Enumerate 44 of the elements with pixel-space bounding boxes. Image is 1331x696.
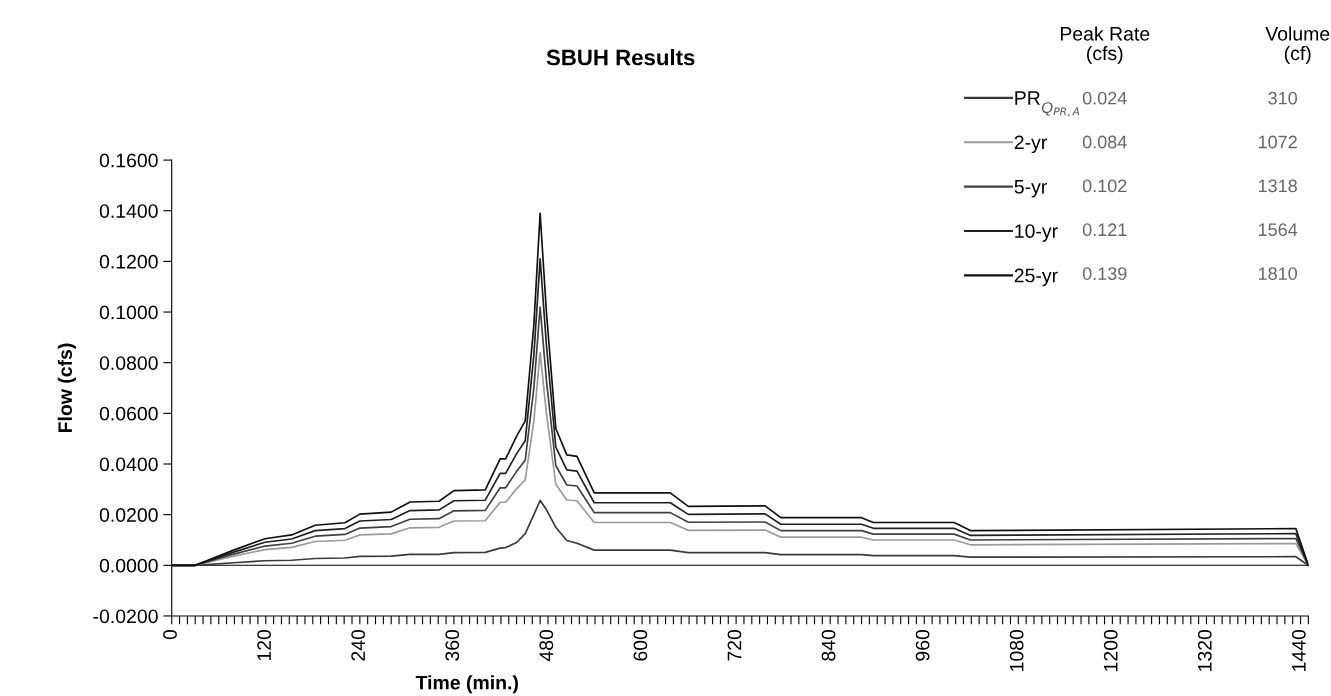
y-tick-label: 0.1200 bbox=[99, 254, 158, 269]
y-tick-label: -0.0200 bbox=[93, 609, 158, 624]
x-tick-label: 480 bbox=[539, 629, 554, 662]
text: Q$_{PR,A}$ bbox=[1041, 102, 1080, 117]
annotation: 0.121 bbox=[1082, 223, 1127, 237]
annotation: 0.102 bbox=[1082, 179, 1127, 193]
annotation: 1564 bbox=[1258, 223, 1298, 237]
x-tick-label: 960 bbox=[915, 629, 930, 661]
legend-label: PR bbox=[1015, 91, 1040, 105]
annotation: 0.139 bbox=[1082, 267, 1127, 280]
legend-label: 25-yr bbox=[1014, 268, 1058, 287]
text: 310 bbox=[1268, 91, 1298, 105]
y-tick-label: 0.1400 bbox=[99, 204, 158, 218]
legend-label: 10-yr bbox=[1015, 224, 1058, 242]
annotation: 1810 bbox=[1258, 267, 1298, 280]
text: Peak Rate (cfs) bbox=[1060, 26, 1150, 65]
x-axis-title: Time (min.) bbox=[415, 675, 518, 694]
x-tick-label: 240 bbox=[351, 629, 366, 661]
x-tick-label: 1200 bbox=[1103, 629, 1118, 671]
legend-label: 2-yr bbox=[1014, 135, 1047, 154]
text: Volume (cf) bbox=[1265, 26, 1330, 65]
text: 1072 bbox=[1258, 135, 1297, 149]
y-tick-label: 0.0600 bbox=[99, 406, 158, 421]
y-tick-label: 0.1600 bbox=[99, 153, 158, 168]
x-tick-label: 1320 bbox=[1197, 629, 1212, 671]
x-tick-label: 840 bbox=[821, 629, 836, 661]
x-tick-label: 1440 bbox=[1291, 629, 1306, 671]
x-tick-label: 0 bbox=[163, 629, 177, 640]
y-tick-label: 0.1000 bbox=[99, 305, 158, 320]
y-tick-label: 0.0200 bbox=[99, 508, 158, 522]
legend-label: 5-yr bbox=[1014, 180, 1047, 198]
x-tick-label: 360 bbox=[445, 629, 460, 661]
x-tick-label: 1080 bbox=[1009, 629, 1024, 671]
x-tick-label: 120 bbox=[257, 629, 271, 661]
text: 0.084 bbox=[1082, 135, 1127, 149]
x-tick-label: 720 bbox=[727, 629, 742, 661]
annotation: 1318 bbox=[1258, 179, 1297, 193]
y-tick-label: 0.0000 bbox=[99, 558, 158, 573]
chart-title: SBUH Results bbox=[546, 49, 695, 66]
text: 0.024 bbox=[1082, 91, 1127, 105]
x-tick-label: 600 bbox=[633, 629, 648, 661]
y-tick-label: 0.0800 bbox=[99, 356, 158, 370]
y-axis-title: Flow (cfs) bbox=[57, 343, 76, 433]
y-tick-label: 0.0400 bbox=[99, 457, 158, 472]
